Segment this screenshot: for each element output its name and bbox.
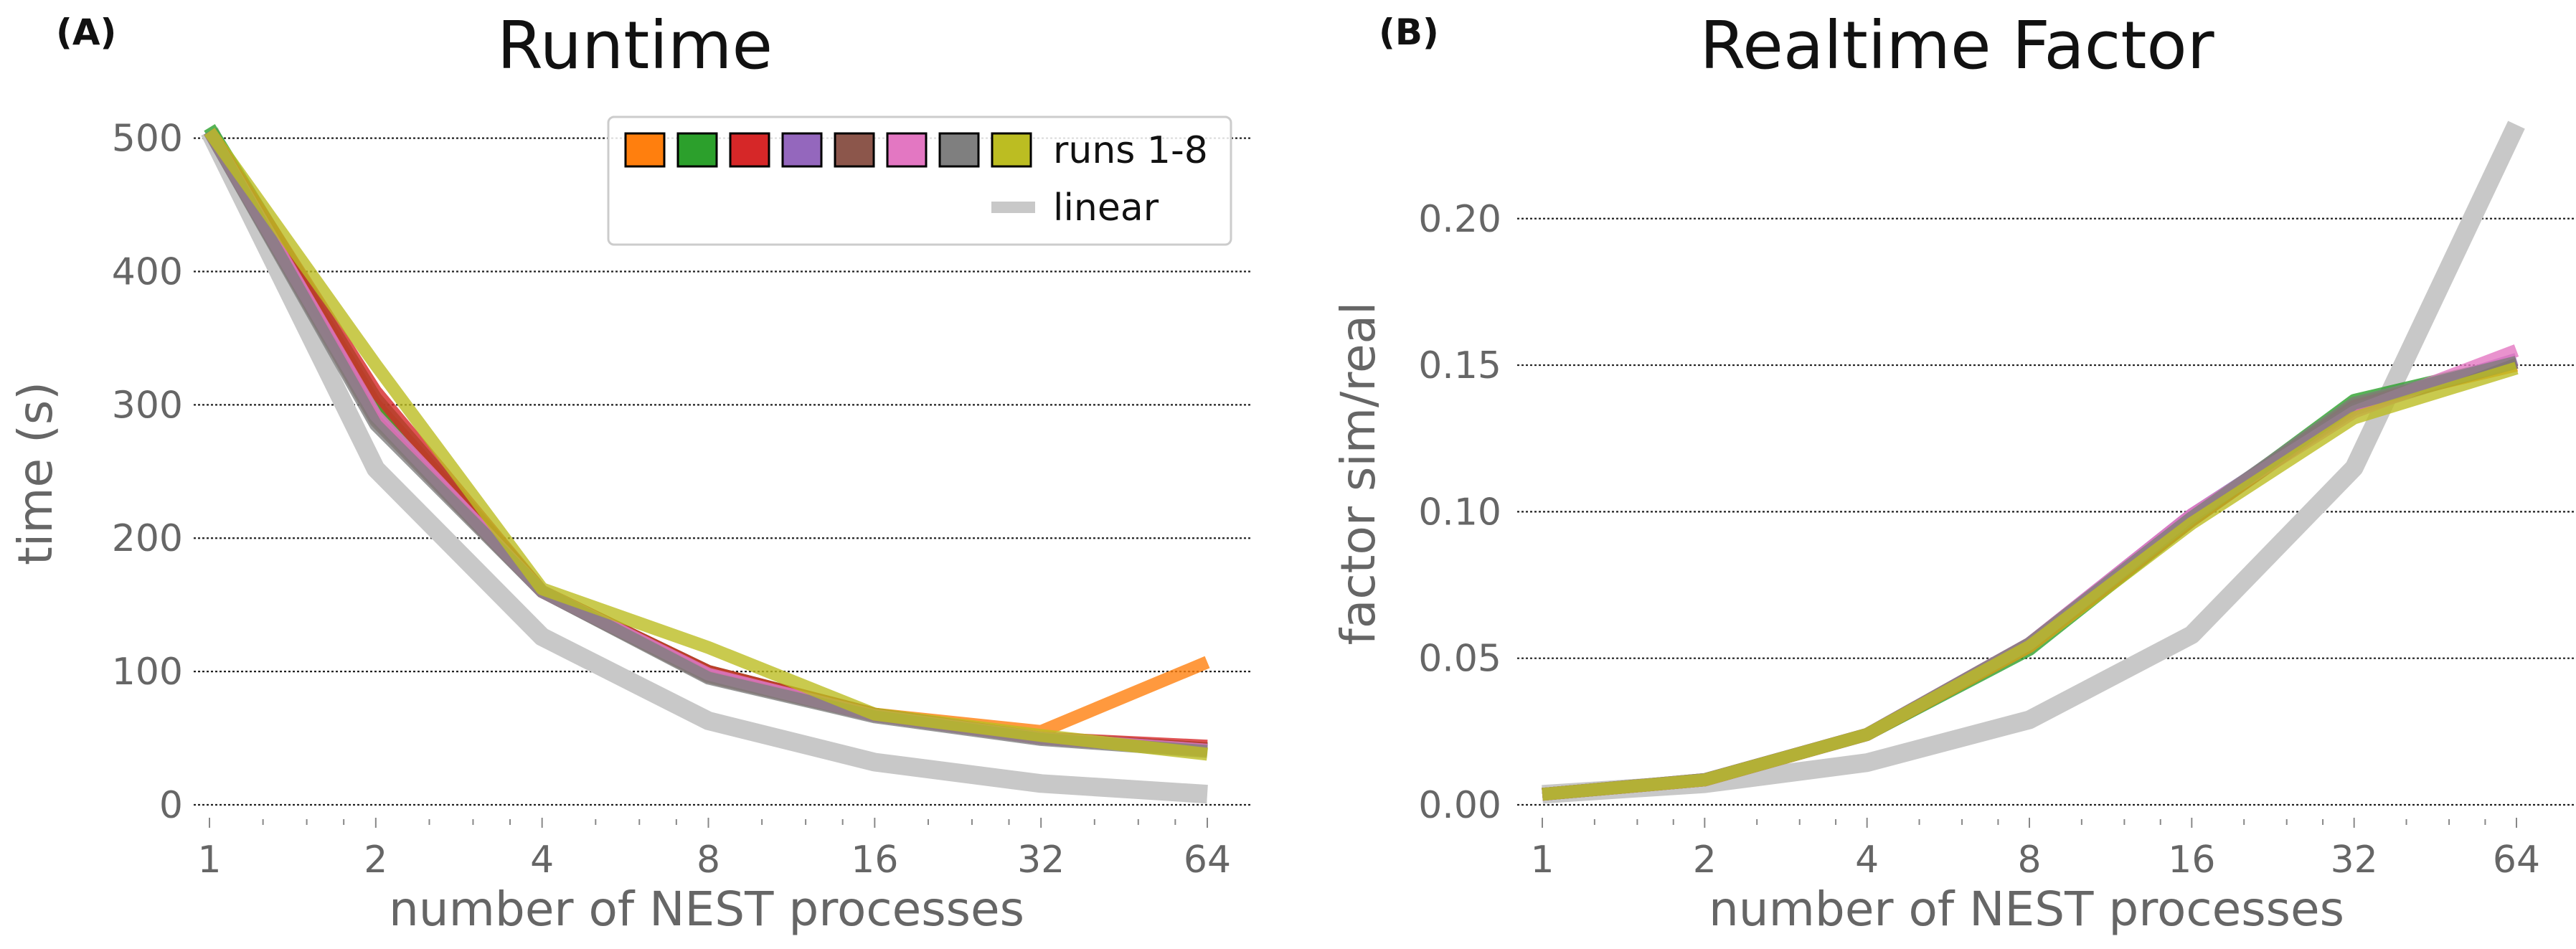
runtime-y-tick-label: 0 (159, 784, 183, 827)
runtime-x-tick-label: 64 (1184, 839, 1231, 882)
runtime-x-tick-label: 8 (697, 839, 720, 882)
runtime-y-axis-label: time (s) (8, 382, 63, 565)
realtime-factor-y-tick-label: 0.00 (1418, 784, 1501, 827)
runtime-legend-swatch-3 (729, 132, 770, 168)
realtime-factor-y-tick-label: 0.20 (1418, 198, 1501, 241)
realtime-factor-x-tick-label: 2 (1693, 839, 1717, 882)
realtime-factor-chart-title: Realtime Factor (1699, 7, 2214, 84)
runtime-x-axis-label: number of NEST processes (389, 882, 1024, 937)
realtime-factor-y-tick-label: 0.05 (1418, 638, 1501, 681)
runtime-y-tick-label: 400 (112, 250, 183, 293)
realtime-factor-x-tick-label: 4 (1855, 839, 1879, 882)
realtime-factor-x-tick-label: 32 (2331, 839, 2378, 882)
realtime-factor-y-tick-label: 0.15 (1418, 344, 1501, 387)
runtime-legend-swatch-2 (676, 132, 718, 168)
runtime-chart-title: Runtime (497, 7, 773, 84)
realtime-factor-x-tick-label: 1 (1530, 839, 1554, 882)
realtime-factor-y-tick-label: 0.10 (1418, 491, 1501, 534)
realtime-factor-run-series-line-9 (1542, 362, 2519, 801)
runtime-x-tick-label: 16 (851, 839, 898, 882)
runtime-legend-swatch-8 (991, 132, 1032, 168)
runtime-legend: runs 1-8 linear (607, 115, 1232, 246)
realtime-factor-chart: Realtime Factor number of NEST processes… (1331, 7, 2576, 937)
runtime-legend-swatch-6 (886, 132, 928, 168)
runtime-x-tick-label: 4 (530, 839, 554, 882)
panel-letter-a: (A) (56, 11, 116, 53)
runtime-x-tick-label: 32 (1017, 839, 1065, 882)
realtime-factor-linear-reference-line (1542, 121, 2525, 804)
realtime-factor-x-axis-label: number of NEST processes (1709, 882, 2344, 937)
panel-letter-b: (B) (1379, 11, 1439, 53)
runtime-y-tick-label: 300 (112, 384, 183, 427)
runtime-y-tick-label: 500 (112, 118, 183, 161)
runtime-y-tick-label: 100 (112, 651, 183, 694)
realtime-factor-x-tick-label: 64 (2493, 839, 2540, 882)
realtime-factor-x-tick-label: 8 (2017, 839, 2041, 882)
realtime-factor-y-axis-label: factor sim/real (1331, 302, 1386, 646)
runtime-legend-linear-label: linear (1053, 187, 1159, 230)
runtime-y-tick-label: 200 (112, 517, 183, 560)
runtime-legend-runs-label: runs 1-8 (1053, 129, 1208, 172)
runtime-linear-reference-line (201, 127, 1208, 804)
runtime-x-tick-label: 1 (197, 839, 221, 882)
runtime-legend-swatch-4 (781, 132, 823, 168)
runtime-legend-swatch-1 (624, 132, 666, 168)
runtime-run-series-line-9 (204, 128, 1209, 761)
realtime-factor-x-tick-label: 16 (2168, 839, 2215, 882)
runtime-chart: Runtime number of NEST processes time (s… (8, 7, 1252, 937)
runtime-legend-swatch-5 (834, 132, 875, 168)
runtime-legend-swatch-7 (938, 132, 980, 168)
runtime-x-tick-label: 2 (364, 839, 387, 882)
